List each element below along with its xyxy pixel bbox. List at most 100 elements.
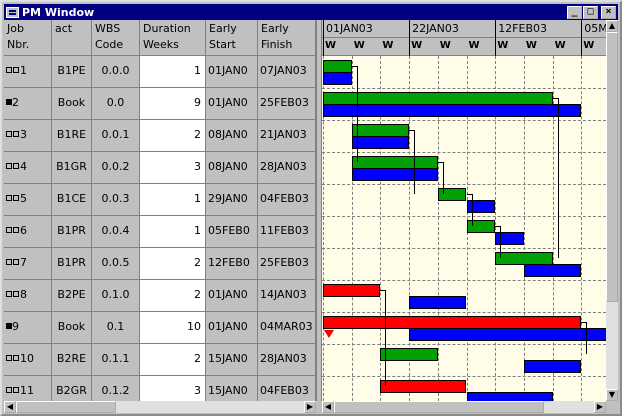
job-number: 5 (20, 192, 27, 205)
job-nbr-header[interactable]: Job Nbr. (4, 20, 52, 56)
job-number-cell[interactable]: 10 (4, 344, 52, 376)
gantt-horizontal-scrollbar[interactable]: ◀ ▶ (322, 401, 606, 413)
table-row[interactable]: 1 B1PE 0.0.0 1 01JAN0 07JAN03 (4, 56, 316, 88)
job-number-cell[interactable]: 1 (4, 56, 52, 88)
wbs-code-header[interactable]: WBS Code (92, 20, 140, 56)
row-gridline (322, 88, 606, 89)
early-finish-cell: 04MAR03 (258, 312, 316, 344)
table-row[interactable]: 2 Book 0.0 9 01JAN0 25FEB03 (4, 88, 316, 120)
late-schedule-bar[interactable] (523, 360, 582, 373)
job-number-cell[interactable]: 5 (4, 184, 52, 216)
scroll-down-button[interactable]: ▼ (606, 389, 618, 401)
table-scroll-left-button[interactable]: ◀ (4, 401, 16, 413)
row-gridline (322, 344, 606, 345)
job-number-cell[interactable]: 6 (4, 216, 52, 248)
wbs-code-cell: 0.0.4 (92, 216, 140, 248)
vertical-scroll-thumb[interactable] (606, 32, 618, 302)
job-number-cell[interactable]: 11 (4, 376, 52, 401)
table-horizontal-scrollbar[interactable]: ◀ ▶ (4, 401, 316, 413)
duration-weeks-header[interactable]: Duration Weeks (140, 20, 206, 56)
late-schedule-bar[interactable] (351, 136, 410, 149)
early-finish-cell: 25FEB03 (258, 248, 316, 280)
milestone-marker-icon (324, 330, 334, 338)
job-number-cell[interactable]: 4 (4, 152, 52, 184)
job-number-cell[interactable]: 2 (4, 88, 52, 120)
early-finish-cell: 28JAN03 (258, 344, 316, 376)
late-schedule-bar[interactable] (323, 104, 582, 117)
act-cell: B1PE (52, 56, 92, 88)
early-finish-cell: 25FEB03 (258, 88, 316, 120)
act-cell: B1PR (52, 216, 92, 248)
app-icon[interactable] (6, 6, 19, 18)
task-icon (6, 248, 20, 277)
row-gridline (322, 152, 606, 153)
duration-cell: 10 (140, 312, 206, 344)
late-schedule-bar[interactable] (495, 232, 524, 245)
late-schedule-bar[interactable] (351, 168, 438, 181)
week-label: W (468, 40, 480, 51)
early-start-cell: 08JAN0 (206, 120, 258, 152)
job-number-cell[interactable]: 7 (4, 248, 52, 280)
precedence-link (495, 226, 502, 258)
critical-schedule-bar[interactable] (380, 380, 467, 393)
early-schedule-bar[interactable] (437, 188, 467, 201)
table-row[interactable]: 8 B2PE 0.1.0 2 01JAN0 14JAN03 (4, 280, 316, 312)
close-button[interactable]: × (601, 5, 616, 19)
late-schedule-bar[interactable] (409, 328, 606, 341)
late-schedule-bar[interactable] (323, 72, 352, 85)
wbs-code-cell: 0.0.1 (92, 120, 140, 152)
early-finish-cell: 07JAN03 (258, 56, 316, 88)
late-schedule-bar[interactable] (466, 200, 496, 213)
early-schedule-bar[interactable] (495, 252, 553, 265)
precedence-link (351, 66, 358, 162)
maximize-button[interactable]: □ (583, 5, 598, 19)
table-row[interactable]: 5 B1CE 0.0.3 1 29JAN0 04FEB03 (4, 184, 316, 216)
late-schedule-bar[interactable] (523, 264, 582, 277)
summary-task-icon (6, 312, 12, 341)
act-header[interactable]: act (52, 20, 92, 56)
summary-task-icon (6, 88, 12, 117)
minimize-button[interactable]: _ (567, 5, 582, 19)
scroll-up-button[interactable]: ▲ (606, 20, 618, 32)
job-number-cell[interactable]: 8 (4, 280, 52, 312)
title-bar[interactable]: PM Window _ □ × (4, 4, 618, 20)
vertical-scrollbar[interactable]: ▲ ▼ (606, 20, 618, 401)
table-row[interactable]: 4 B1GR 0.0.2 3 08JAN0 28JAN03 (4, 152, 316, 184)
gantt-scroll-right-button[interactable]: ▶ (594, 401, 606, 413)
table-row[interactable]: 9 Book 0.1 10 01JAN0 04MAR03 (4, 312, 316, 344)
table-row[interactable]: 7 B1PR 0.0.5 2 12FEB0 25FEB03 (4, 248, 316, 280)
early-schedule-bar[interactable] (466, 220, 496, 233)
table-row[interactable]: 3 B1RE 0.0.1 2 08JAN0 21JAN03 (4, 120, 316, 152)
act-cell: Book (52, 312, 92, 344)
act-cell: B1GR (52, 152, 92, 184)
scrollbar-corner (606, 401, 618, 413)
gantt-scroll-thumb[interactable] (334, 401, 544, 413)
job-number-cell[interactable]: 9 (4, 312, 52, 344)
late-schedule-bar[interactable] (409, 296, 467, 309)
precedence-link (437, 162, 444, 194)
table-scroll-right-button[interactable]: ▶ (304, 401, 316, 413)
early-start-cell: 01JAN0 (206, 312, 258, 344)
duration-cell: 1 (140, 216, 206, 248)
duration-cell: 2 (140, 344, 206, 376)
week-label: W (439, 40, 451, 51)
table-scroll-thumb[interactable] (16, 401, 116, 413)
early-schedule-bar[interactable] (380, 348, 438, 361)
week-gridline (351, 56, 353, 401)
late-schedule-bar[interactable] (466, 392, 553, 401)
table-row[interactable]: 11 B2GR 0.1.2 3 15JAN0 04FEB03 (4, 376, 316, 401)
week-gridline (409, 56, 411, 401)
precedence-link (552, 98, 559, 258)
table-row[interactable]: 6 B1PR 0.0.4 1 05FEB0 11FEB03 (4, 216, 316, 248)
job-number: 7 (20, 256, 27, 269)
gantt-scroll-left-button[interactable]: ◀ (322, 401, 334, 413)
week-label: W (353, 40, 365, 51)
job-number-cell[interactable]: 3 (4, 120, 52, 152)
pane-splitter[interactable] (316, 20, 322, 401)
table-row[interactable]: 10 B2RE 0.1.1 2 15JAN0 28JAN03 (4, 344, 316, 376)
early-finish-header[interactable]: Early Finish (258, 20, 316, 56)
act-cell: B1CE (52, 184, 92, 216)
critical-schedule-bar[interactable] (323, 284, 381, 297)
early-start-header[interactable]: Early Start (206, 20, 258, 56)
week-label: W (554, 40, 566, 51)
